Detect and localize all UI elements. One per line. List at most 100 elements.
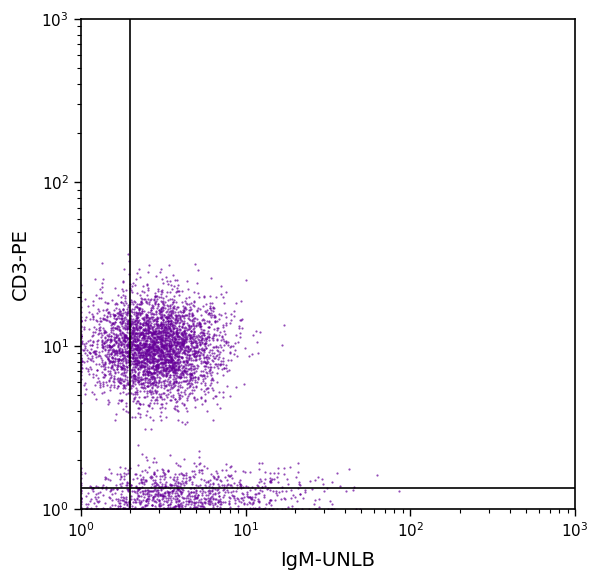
- Point: [152, 356, 161, 365]
- Point: [124, 351, 134, 360]
- Point: [143, 350, 153, 359]
- Point: [201, 353, 211, 362]
- Point: [117, 350, 127, 360]
- Point: [167, 365, 176, 374]
- Point: [116, 314, 125, 324]
- Point: [139, 331, 149, 340]
- Point: [116, 370, 126, 379]
- Point: [149, 366, 159, 375]
- Point: [200, 340, 210, 349]
- Point: [122, 310, 131, 319]
- Point: [194, 495, 204, 504]
- Point: [128, 307, 137, 317]
- Point: [172, 313, 181, 322]
- Point: [117, 311, 127, 321]
- Point: [209, 312, 219, 321]
- Point: [185, 333, 194, 343]
- Point: [140, 364, 149, 374]
- Point: [195, 480, 205, 489]
- Point: [125, 352, 134, 361]
- Point: [164, 343, 173, 352]
- Point: [155, 490, 165, 500]
- Point: [118, 371, 128, 380]
- Point: [169, 307, 178, 316]
- Point: [113, 354, 122, 364]
- Point: [108, 376, 118, 386]
- Point: [164, 352, 174, 361]
- Point: [226, 488, 235, 497]
- Point: [76, 480, 86, 490]
- Point: [92, 309, 101, 318]
- Point: [209, 472, 219, 482]
- Point: [145, 486, 155, 496]
- Point: [120, 346, 130, 356]
- Point: [108, 325, 118, 335]
- Point: [175, 390, 185, 400]
- Point: [118, 505, 128, 514]
- Point: [151, 341, 161, 350]
- Point: [137, 304, 146, 314]
- Point: [205, 362, 215, 371]
- Point: [141, 500, 151, 510]
- Point: [184, 350, 194, 360]
- Point: [121, 332, 131, 342]
- Point: [203, 322, 212, 331]
- Point: [125, 336, 134, 345]
- Point: [131, 505, 140, 514]
- Point: [127, 480, 136, 490]
- Point: [148, 505, 158, 514]
- Point: [209, 331, 218, 340]
- Point: [90, 327, 100, 336]
- Point: [171, 324, 181, 333]
- Point: [205, 332, 214, 341]
- Point: [112, 360, 122, 370]
- Point: [170, 358, 180, 368]
- Point: [128, 390, 138, 399]
- Point: [136, 327, 145, 336]
- Point: [106, 336, 116, 345]
- Point: [155, 354, 164, 363]
- Point: [194, 350, 203, 360]
- Point: [188, 365, 197, 374]
- Point: [161, 399, 171, 408]
- Point: [219, 363, 229, 372]
- Point: [137, 345, 146, 354]
- Point: [153, 299, 163, 308]
- Point: [189, 483, 199, 493]
- Point: [144, 343, 154, 353]
- Point: [164, 352, 174, 361]
- Point: [206, 312, 215, 321]
- Point: [149, 485, 158, 494]
- Point: [204, 332, 214, 341]
- Point: [98, 361, 107, 370]
- Point: [125, 343, 135, 353]
- Point: [166, 370, 175, 379]
- Point: [103, 307, 113, 317]
- Point: [160, 471, 169, 480]
- Point: [172, 303, 182, 312]
- Point: [169, 360, 179, 370]
- Point: [112, 324, 122, 333]
- Point: [157, 480, 167, 489]
- Point: [89, 389, 99, 399]
- Point: [149, 333, 159, 343]
- Point: [157, 333, 166, 342]
- Point: [145, 354, 155, 363]
- Point: [188, 355, 198, 364]
- Point: [99, 372, 109, 381]
- Point: [174, 290, 184, 299]
- Point: [88, 357, 98, 366]
- Point: [119, 313, 129, 322]
- Point: [130, 359, 140, 368]
- Point: [99, 339, 109, 348]
- Point: [211, 352, 221, 361]
- Point: [135, 338, 145, 347]
- Point: [265, 469, 275, 478]
- Point: [135, 299, 145, 309]
- Point: [165, 341, 175, 350]
- Point: [163, 328, 173, 337]
- Point: [125, 319, 134, 328]
- Point: [128, 349, 137, 358]
- Point: [137, 343, 147, 353]
- Point: [123, 485, 133, 494]
